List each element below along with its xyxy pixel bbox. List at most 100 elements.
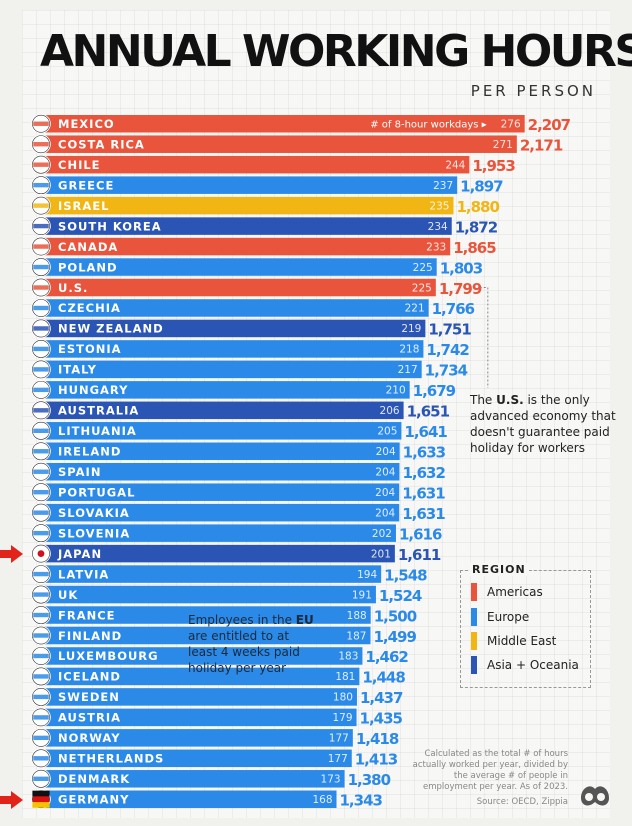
flag-australia-icon bbox=[31, 400, 51, 421]
us-note-bold: U.S. bbox=[496, 393, 524, 407]
bar-italy bbox=[44, 360, 422, 379]
flag-canada-icon bbox=[31, 236, 51, 257]
us-note-before: The bbox=[470, 393, 497, 407]
flag-greece-icon-band bbox=[33, 182, 49, 188]
hours-value-iceland: 1,448 bbox=[362, 669, 405, 687]
flag-israel-icon-band bbox=[33, 203, 49, 208]
chart-title: ANNUAL WORKING HOURS bbox=[40, 24, 632, 80]
bar-row-sweden: SWEDEN 180 1,437 bbox=[31, 687, 404, 707]
legend-title: REGION bbox=[469, 563, 529, 576]
bar-label-costa-rica: COSTA RICA bbox=[58, 137, 145, 151]
bar-row-hungary: HUNGARY 210 1,679 bbox=[31, 380, 457, 400]
flag-costa-rica-icon-band bbox=[33, 142, 49, 147]
bar-label-italy: ITALY bbox=[58, 363, 97, 377]
hours-value-finland: 1,499 bbox=[373, 628, 416, 646]
hours-value-germany: 1,343 bbox=[340, 792, 383, 810]
bar-label-czechia: CZECHIA bbox=[58, 301, 121, 315]
workdays-value-latvia: 194 bbox=[357, 569, 377, 581]
flag-estonia-icon bbox=[31, 339, 51, 359]
hours-value-israel: 1,880 bbox=[456, 198, 499, 216]
legend-item-europe: Europe bbox=[471, 608, 529, 626]
workdays-value-france: 188 bbox=[347, 610, 367, 622]
flag-portugal-icon-band bbox=[33, 490, 49, 495]
hours-value-portugal: 1,631 bbox=[402, 484, 445, 502]
bar-slovenia bbox=[44, 524, 396, 542]
workdays-value-south-korea: 234 bbox=[428, 221, 448, 233]
workdays-value-luxembourg: 183 bbox=[338, 651, 358, 663]
flag-portugal-icon bbox=[31, 482, 51, 503]
bar-spain bbox=[44, 462, 400, 481]
flag-finland-icon-band bbox=[33, 633, 49, 638]
bar-israel bbox=[44, 196, 454, 215]
bar-row-estonia: ESTONIA 218 1,742 bbox=[31, 339, 470, 359]
flag-latvia-icon bbox=[31, 564, 51, 584]
hours-value-new-zealand: 1,751 bbox=[428, 321, 471, 339]
flag-iceland-icon bbox=[31, 666, 51, 687]
bar-row-australia: AUSTRALIA 206 1,651 bbox=[31, 400, 451, 421]
bar-czechia bbox=[44, 299, 429, 317]
bar-austria bbox=[44, 708, 357, 727]
bar-finland bbox=[44, 626, 371, 645]
workdays-value-japan: 201 bbox=[371, 548, 391, 560]
workdays-value-hungary: 210 bbox=[386, 385, 406, 397]
bar-row-south-korea: SOUTH KOREA 234 1,872 bbox=[31, 216, 499, 236]
flag-greece-icon bbox=[31, 175, 51, 195]
flag-france-icon bbox=[31, 605, 51, 625]
bar-costa-rica bbox=[44, 135, 517, 153]
bar-row-mexico: MEXICO 276 2,207 bbox=[31, 113, 572, 134]
workdays-value-spain: 204 bbox=[375, 466, 395, 478]
highlight-arrow-japan-icon bbox=[0, 545, 23, 563]
hours-value-uk: 1,524 bbox=[379, 587, 422, 605]
bar-row-new-zealand: NEW ZEALAND 219 1,751 bbox=[31, 318, 472, 339]
bar-u-s bbox=[44, 278, 436, 297]
hours-value-slovakia: 1,631 bbox=[402, 505, 445, 523]
hours-value-u-s: 1,799 bbox=[439, 280, 482, 298]
flag-italy-icon bbox=[31, 359, 51, 380]
flag-france-icon-band bbox=[33, 612, 49, 618]
flag-sweden-icon-band bbox=[33, 694, 49, 700]
flag-italy-icon-band bbox=[33, 367, 49, 372]
bar-label-ireland: IRELAND bbox=[58, 445, 121, 459]
bar-label-hungary: HUNGARY bbox=[58, 383, 128, 397]
methodology-note: Calculated as the total # of hours actua… bbox=[412, 749, 568, 792]
workdays-value-norway: 177 bbox=[329, 733, 349, 745]
bar-row-denmark: DENMARK 173 1,380 bbox=[31, 768, 392, 789]
hours-value-estonia: 1,742 bbox=[426, 341, 469, 359]
hours-value-mexico: 2,207 bbox=[528, 116, 571, 134]
bar-greece bbox=[44, 176, 458, 194]
flag-poland-icon bbox=[31, 257, 51, 277]
legend-label-middle-east: Middle East bbox=[487, 634, 557, 648]
workdays-value-new-zealand: 219 bbox=[401, 323, 421, 335]
flag-ireland-icon-band bbox=[33, 449, 49, 454]
bar-row-slovenia: SLOVENIA 202 1,616 bbox=[31, 523, 443, 543]
hours-value-luxembourg: 1,462 bbox=[365, 648, 408, 666]
bar-row-lithuania: LITHUANIA 205 1,641 bbox=[31, 421, 448, 441]
legend-label-europe: Europe bbox=[487, 610, 530, 624]
workdays-value-lithuania: 205 bbox=[377, 426, 397, 438]
hours-value-slovenia: 1,616 bbox=[399, 525, 442, 543]
bar-sweden bbox=[44, 688, 357, 706]
workdays-value-chile: 244 bbox=[445, 159, 465, 171]
flag-spain-icon bbox=[31, 461, 51, 482]
bar-iceland bbox=[44, 667, 360, 686]
hours-value-australia: 1,651 bbox=[407, 403, 450, 421]
bar-row-canada: CANADA 233 1,865 bbox=[31, 236, 497, 257]
hours-value-ireland: 1,633 bbox=[403, 444, 446, 462]
workdays-value-iceland: 181 bbox=[335, 671, 355, 683]
hours-value-hungary: 1,679 bbox=[413, 382, 456, 400]
legend-label-asia-oceania: Asia + Oceania bbox=[487, 658, 579, 672]
bar-label-latvia: LATVIA bbox=[58, 567, 109, 581]
bar-label-estonia: ESTONIA bbox=[58, 342, 122, 356]
flag-ireland-icon bbox=[31, 441, 51, 462]
flag-slovenia-icon-band bbox=[33, 530, 49, 536]
bar-label-u-s: U.S. bbox=[58, 281, 88, 295]
hours-value-italy: 1,734 bbox=[425, 362, 468, 380]
flag-south-korea-icon-band bbox=[33, 223, 49, 229]
hours-value-denmark: 1,380 bbox=[348, 771, 391, 789]
hours-value-lithuania: 1,641 bbox=[404, 423, 447, 441]
chart-subtitle: PER PERSON bbox=[470, 82, 596, 100]
flag-slovenia-icon bbox=[31, 523, 51, 543]
bar-portugal bbox=[44, 483, 400, 501]
flag-canada-icon-band bbox=[33, 244, 49, 249]
hours-value-france: 1,500 bbox=[374, 607, 417, 625]
